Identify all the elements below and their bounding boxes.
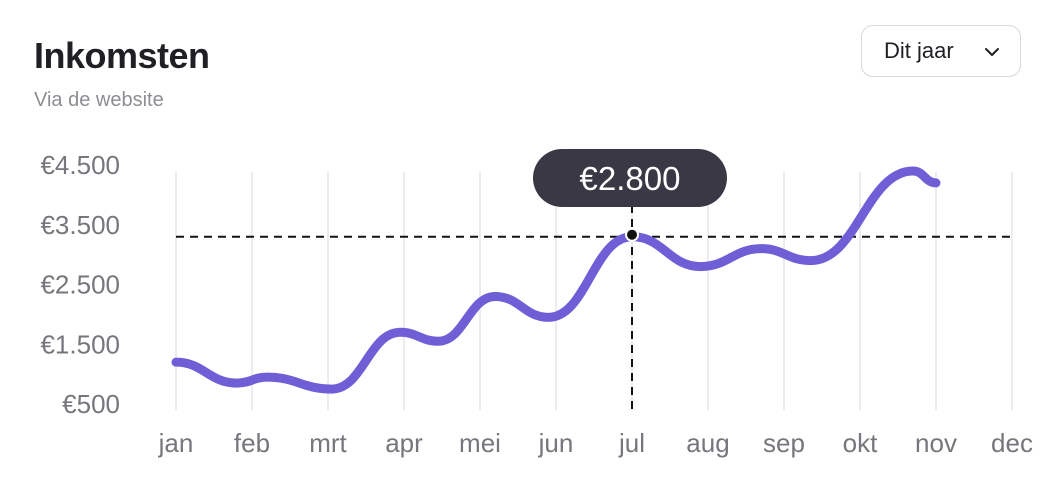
y-tick-label: €3.500 <box>40 210 120 240</box>
y-tick-label: €1.500 <box>40 329 120 359</box>
y-tick-label: €2.500 <box>40 270 120 300</box>
x-tick-label-mrt: mrt <box>309 428 347 458</box>
period-select[interactable]: Dit jaar <box>861 25 1021 77</box>
page-subtitle: Via de website <box>34 89 164 111</box>
highlight-point <box>625 227 639 242</box>
y-tick-label: €500 <box>62 389 120 419</box>
tooltip-bubble <box>533 149 727 207</box>
chevron-down-icon <box>985 48 999 56</box>
x-tick-label-nov: nov <box>915 428 957 458</box>
x-tick-label-jun: jun <box>538 428 574 458</box>
x-tick-label-jul: jul <box>618 428 645 458</box>
y-tick-label: €4.500 <box>40 150 120 180</box>
x-tick-label-jan: jan <box>158 428 194 458</box>
x-tick-label-dec: dec <box>991 428 1033 458</box>
x-tick-label-sep: sep <box>763 428 805 458</box>
period-select-value: Dit jaar <box>884 38 954 63</box>
x-tick-label-mei: mei <box>459 428 501 458</box>
x-tick-label-okt: okt <box>843 428 878 458</box>
x-tick-label-aug: aug <box>686 428 729 458</box>
tooltip-value: €2.800 <box>580 160 681 197</box>
page-title: Inkomsten <box>34 35 210 76</box>
x-tick-label-feb: feb <box>234 428 270 458</box>
series-line <box>171 166 941 394</box>
x-tick-label-apr: apr <box>385 428 423 458</box>
